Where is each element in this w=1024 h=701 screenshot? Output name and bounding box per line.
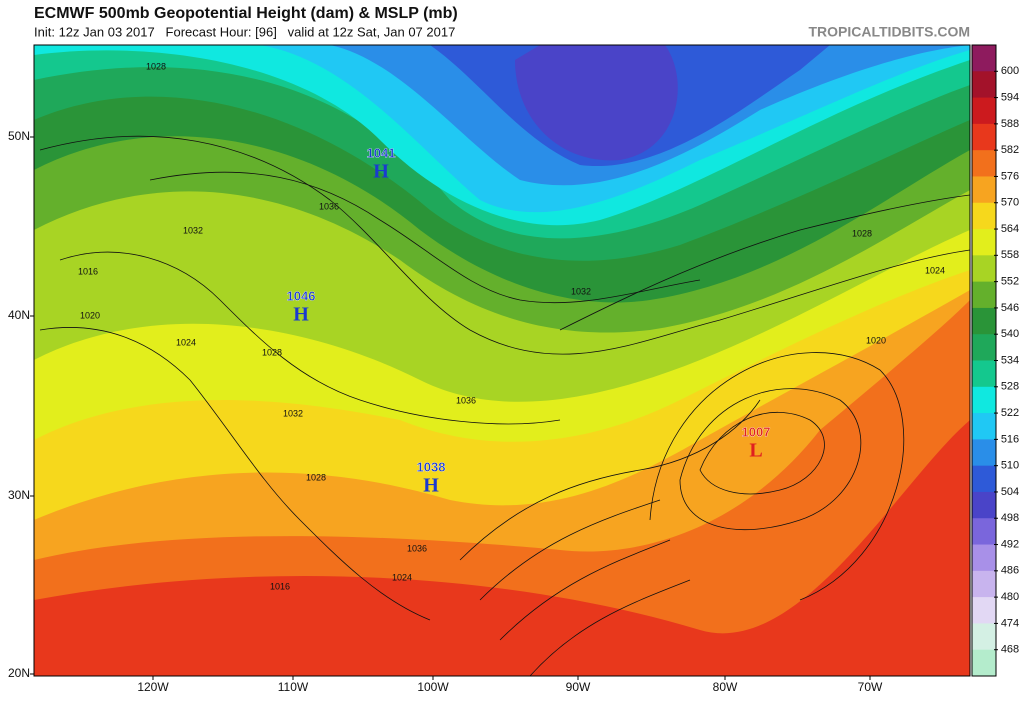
map-labels: 1041H1046H1038H1007L10281032101610201024… xyxy=(78,61,945,591)
colorbar-swatch xyxy=(972,518,996,546)
colorbar-swatch xyxy=(972,123,996,151)
lat-label: 20N xyxy=(8,666,30,680)
colorbar-swatch xyxy=(972,597,996,624)
contour-label: 1016 xyxy=(270,581,290,591)
axis-labels: 50N 40N 30N 20N 120W 110W 100W 90W 80W 70W xyxy=(8,129,883,694)
colorbar-swatch xyxy=(972,491,996,519)
contour-label: 1036 xyxy=(407,543,427,553)
lon-label: 120W xyxy=(137,680,169,694)
credit: TROPICALTIDBITS.COM xyxy=(808,24,970,40)
colorbar-label: 486 xyxy=(1001,565,1019,577)
contour-label: 1020 xyxy=(866,335,886,345)
colorbar-swatch xyxy=(972,97,996,125)
lon-label: 80W xyxy=(713,680,738,694)
colorbar-swatch xyxy=(972,45,996,72)
colorbar-swatch xyxy=(972,255,996,283)
lat-label: 50N xyxy=(8,129,30,143)
isobars xyxy=(39,135,970,676)
colorbar-swatch xyxy=(972,334,996,361)
center-symbol: H xyxy=(373,161,389,183)
lon-label: 70W xyxy=(858,680,883,694)
lon-label: 100W xyxy=(417,680,449,694)
colorbar-swatch xyxy=(972,649,996,677)
center-symbol: H xyxy=(423,475,439,497)
colorbar-swatch xyxy=(972,439,996,467)
contour-label: 1036 xyxy=(456,395,476,405)
colorbar-swatch xyxy=(972,150,996,177)
colorbar-label: 516 xyxy=(1001,433,1019,445)
colorbar-label: 504 xyxy=(1001,486,1019,498)
contour-label: 1028 xyxy=(852,228,872,238)
contour-label: 1028 xyxy=(146,61,166,71)
colorbar-label: 564 xyxy=(1001,223,1019,235)
contour-label: 1020 xyxy=(80,310,100,320)
lon-label: 90W xyxy=(566,680,591,694)
colorbar-swatch xyxy=(972,623,996,651)
colorbar-swatch xyxy=(972,281,996,309)
subtitle: Init: 12z Jan 03 2017 Forecast Hour: [96… xyxy=(34,24,455,39)
colorbar-swatch xyxy=(972,360,996,388)
contour-label: 1032 xyxy=(283,408,303,418)
center-symbol: L xyxy=(749,440,762,462)
colorbar-label: 546 xyxy=(1001,302,1019,314)
colorbar-label: 552 xyxy=(1001,276,1019,288)
lat-label: 30N xyxy=(8,488,30,502)
contour-label: 1036 xyxy=(319,201,339,211)
colorbar-swatch xyxy=(972,176,996,204)
center-value: 1046 xyxy=(287,288,316,303)
colorbar-swatch xyxy=(972,570,996,598)
colorbar-label: 474 xyxy=(1001,617,1019,629)
colorbar-label: 600 xyxy=(1001,65,1019,77)
colorbar-label: 510 xyxy=(1001,460,1019,472)
colorbar-label: 582 xyxy=(1001,144,1019,156)
map-area: 1041H1046H1038H1007L10281032101610201024… xyxy=(34,45,970,676)
contour-label: 1024 xyxy=(392,572,412,582)
colorbar-label: 558 xyxy=(1001,249,1019,261)
colorbar-label: 570 xyxy=(1001,197,1019,209)
contour-label: 1032 xyxy=(183,225,203,235)
colorbar-swatch xyxy=(972,229,996,256)
map-frame xyxy=(33,44,971,677)
band xyxy=(515,45,678,161)
contour-label: 1028 xyxy=(306,472,326,482)
contour-label: 1028 xyxy=(262,347,282,357)
lat-label: 40N xyxy=(8,308,30,322)
colorbar-label: 492 xyxy=(1001,538,1019,550)
title: ECMWF 500mb Geopotential Height (dam) & … xyxy=(34,5,458,22)
colorbar-label: 588 xyxy=(1001,118,1019,130)
colorbar-swatch xyxy=(972,386,996,414)
colorbar-label: 594 xyxy=(1001,91,1019,103)
colorbar-label: 480 xyxy=(1001,591,1019,603)
colorbar-label: 498 xyxy=(1001,512,1019,524)
colorbar-swatch xyxy=(972,71,996,99)
lon-label: 110W xyxy=(278,680,309,694)
colorbar-swatch xyxy=(972,465,996,493)
colorbar-swatch xyxy=(972,307,996,335)
colorbar-frame xyxy=(971,44,997,677)
contour-label: 1024 xyxy=(176,337,196,347)
contour-label: 1032 xyxy=(571,286,591,296)
colorbar-label: 576 xyxy=(1001,170,1019,182)
contour-label: 1024 xyxy=(925,265,945,275)
colorbar-swatch xyxy=(972,202,996,230)
colorbar: 600 594 588 582 576 570 564 558 552 546 540 534 528 5… xyxy=(971,44,1019,677)
contour-label: 1016 xyxy=(78,266,98,276)
center-value: 1038 xyxy=(417,459,446,474)
center-value: 1007 xyxy=(742,424,771,439)
colorbar-label: 540 xyxy=(1001,328,1019,340)
colorbar-swatch xyxy=(972,544,996,572)
center-value: 1041 xyxy=(367,145,396,160)
colorbar-label: 534 xyxy=(1001,354,1019,366)
colorbar-label: 522 xyxy=(1001,407,1019,419)
colorbar-label: 468 xyxy=(1001,644,1019,656)
colorbar-swatch xyxy=(972,413,996,440)
colorbar-label: 528 xyxy=(1001,381,1019,393)
center-symbol: H xyxy=(293,304,309,326)
